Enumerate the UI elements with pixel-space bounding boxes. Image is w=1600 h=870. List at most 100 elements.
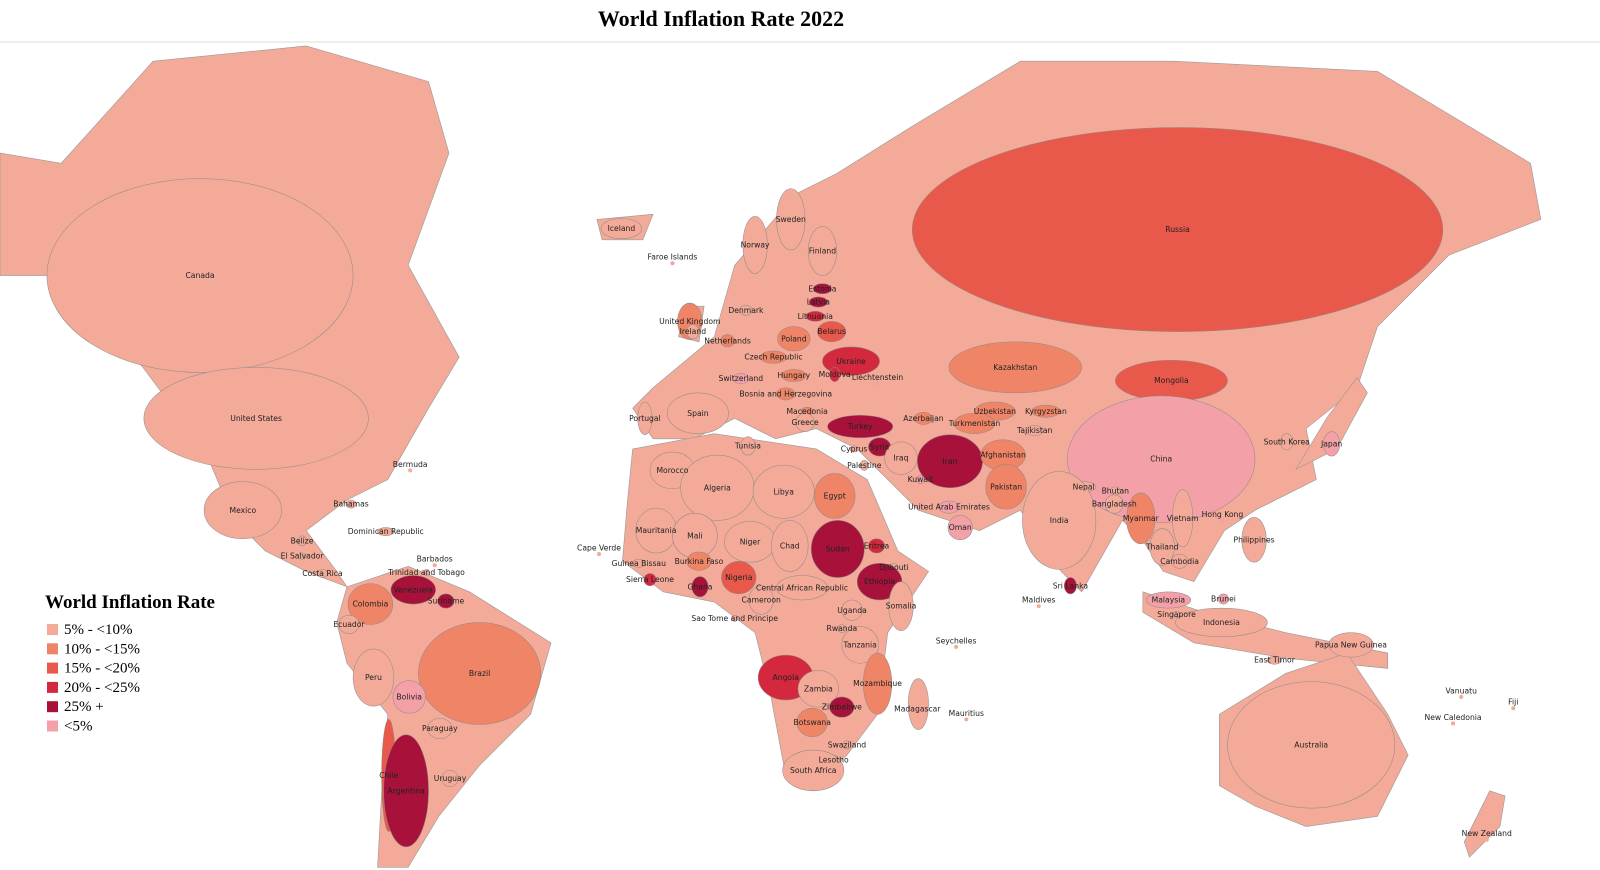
- country-region: [596, 552, 602, 557]
- country-region: [1484, 837, 1489, 842]
- country-label: Syria: [870, 442, 889, 451]
- country-label: Canada: [185, 271, 214, 280]
- country-label: Ghana: [688, 582, 713, 591]
- country-label: Chile: [379, 771, 398, 780]
- country-region: [1218, 593, 1229, 605]
- country-region: [807, 226, 837, 276]
- country-label: Kazakhstan: [993, 363, 1037, 372]
- country-label: Burkina Faso: [675, 557, 724, 566]
- country-label: Peru: [365, 673, 382, 682]
- country-region: [1175, 607, 1268, 637]
- country-label: Brazil: [469, 669, 490, 678]
- country-region: [1149, 528, 1175, 566]
- country-region: [392, 680, 426, 714]
- country-region: [437, 593, 455, 609]
- land-japan: [1295, 377, 1368, 471]
- country-label: Russia: [1165, 225, 1190, 234]
- country-region: [759, 350, 787, 364]
- country-label: Niger: [740, 537, 761, 546]
- country-region: [1173, 610, 1180, 618]
- country-label: Greece: [791, 418, 818, 427]
- country-label: Bolivia: [396, 692, 422, 701]
- country-region: [390, 575, 436, 605]
- country-label: Djibouti: [879, 563, 909, 572]
- country-region: [808, 296, 828, 308]
- country-label: Moldova: [819, 370, 851, 379]
- country-label: Palestine: [847, 461, 882, 470]
- legend-swatch: [47, 662, 58, 674]
- country-label: Bermuda: [393, 460, 428, 469]
- country-label: Tunisia: [734, 441, 761, 450]
- country-region: [782, 749, 845, 792]
- country-label: Guinea Bissau: [612, 559, 667, 568]
- country-region: [888, 581, 914, 631]
- country-region: [721, 560, 757, 595]
- country-label: Cyprus: [841, 445, 868, 454]
- country-region: [731, 615, 739, 622]
- country-region: [1451, 721, 1456, 726]
- country-label: New Zealand: [1462, 829, 1512, 838]
- country-region: [954, 644, 959, 649]
- country-label: Netherlands: [704, 336, 751, 345]
- country-region: [1145, 591, 1192, 609]
- country-region: [1459, 694, 1464, 699]
- country-label: Lesotho: [819, 756, 849, 765]
- country-region: [752, 465, 815, 519]
- country-label: United Arab Emirates: [908, 503, 990, 512]
- country-region: [667, 392, 729, 434]
- country-label: Sudan: [826, 545, 850, 554]
- country-label: United Kingdom: [659, 317, 720, 326]
- country-label: Lithuania: [798, 312, 833, 321]
- country-region: [637, 401, 653, 435]
- country-label: Hong Kong: [1202, 510, 1244, 519]
- country-label: Bosnia and Herzegovina: [739, 389, 832, 398]
- country-region: [740, 436, 756, 456]
- country-region: [841, 626, 879, 664]
- country-label: Mauritania: [636, 526, 677, 535]
- country-label: Faroe Islands: [648, 253, 698, 262]
- country-label: Nepal: [1073, 482, 1095, 491]
- country-label: Japan: [1320, 439, 1342, 448]
- country-region: [1026, 425, 1044, 436]
- country-label: Brunei: [1211, 595, 1236, 604]
- country-region: [911, 127, 1444, 332]
- country-region: [203, 481, 282, 540]
- country-region: [418, 622, 542, 725]
- country-label: Uzbekistan: [974, 407, 1016, 416]
- country-label: Macedonia: [786, 407, 827, 416]
- country-label: Cape Verde: [577, 544, 621, 553]
- country-region: [805, 310, 825, 322]
- country-label: Zimbabwe: [822, 703, 862, 712]
- country-label: Suriname: [428, 597, 465, 606]
- country-label: Angola: [773, 673, 799, 682]
- country-label: Vanuatu: [1445, 686, 1477, 695]
- country-label: Liechtenstein: [852, 373, 903, 382]
- land-madagascar: [907, 678, 929, 730]
- country-region: [827, 415, 894, 439]
- country-label: Nigeria: [725, 573, 752, 582]
- country-region: [837, 624, 847, 633]
- country-label: South Africa: [790, 766, 836, 775]
- country-region: [643, 573, 657, 586]
- country-label: Bangladesh: [1092, 500, 1137, 509]
- country-region: [948, 341, 1082, 394]
- country-label: Tanzania: [843, 640, 877, 649]
- country-label: Singapore: [1157, 610, 1196, 619]
- country-region: [781, 369, 807, 382]
- country-label: Seychelles: [936, 636, 977, 645]
- country-label: Philippines: [1233, 535, 1274, 544]
- country-label: New Caledonia: [1424, 713, 1481, 722]
- country-region: [841, 599, 863, 621]
- country-label: Afghanistan: [980, 451, 1026, 460]
- legend-swatch: [47, 701, 58, 713]
- country-label: Mozambique: [853, 679, 902, 688]
- country-label: Mauritius: [949, 709, 984, 718]
- country-region: [1036, 604, 1041, 609]
- legend: World Inflation Rate 5% - <10% 10% - <15%…: [45, 592, 215, 735]
- country-label: Denmark: [728, 306, 764, 315]
- country-label: Vietnam: [1167, 514, 1199, 523]
- country-region: [797, 670, 840, 708]
- country-label: Myanmar: [1123, 514, 1160, 523]
- country-region: [777, 326, 811, 352]
